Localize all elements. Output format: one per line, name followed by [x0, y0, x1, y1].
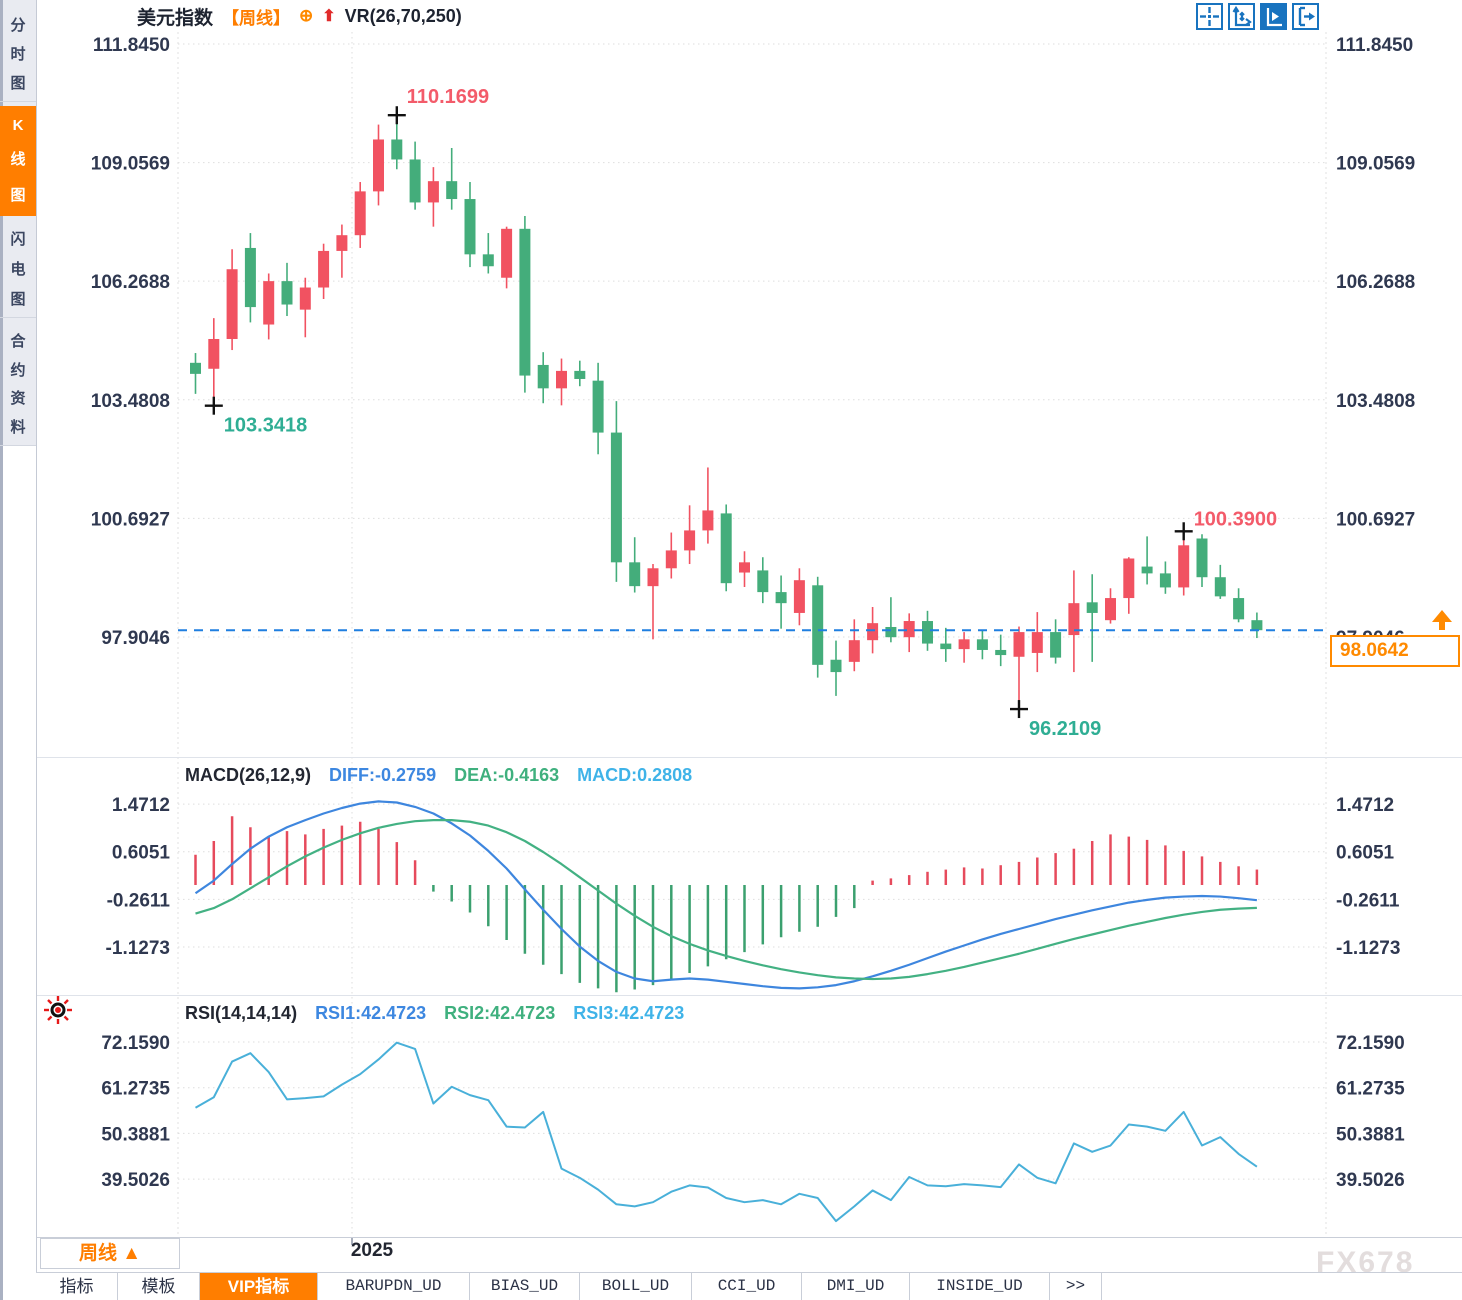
bottom-tab-9[interactable]: INSIDE_UD [910, 1273, 1050, 1300]
main-grid: 111.8450 111.8450 109.0569 109.0569 106.2688… [91, 32, 1415, 1236]
x-axis-year-label: 2025 [350, 1240, 394, 1261]
sidebar-tab-char: 合 [10, 332, 26, 350]
chart-header: 美元指数 【周线】 ⊕ ⬆ VR(26,70,250) [137, 4, 462, 29]
rsi1-value: RSI1:42.4723 [315, 1002, 427, 1023]
alert-blink-icon[interactable] [42, 994, 74, 1026]
sidebar-tab-char: 资 [10, 390, 26, 408]
symbol-title: 美元指数 [137, 7, 214, 29]
svg-text:0.6051: 0.6051 [1336, 843, 1395, 864]
bottom-tab-2[interactable]: 模板 [118, 1273, 200, 1300]
period-button-label: 周线 [78, 1243, 117, 1264]
svg-text:-1.1273: -1.1273 [1336, 938, 1400, 959]
bottom-tab-3[interactable]: VIP指标 [200, 1273, 318, 1300]
bottom-tab-4[interactable]: BARUPDN_UD [318, 1273, 470, 1300]
bottom-tab-6[interactable]: BOLL_UD [580, 1273, 692, 1300]
svg-text:100.6927: 100.6927 [1336, 509, 1415, 530]
svg-text:39.5026: 39.5026 [101, 1170, 170, 1191]
bottom-tab-bar: 指标 模板 VIP指标 BARUPDN_UD BIAS_UD BOLL_UD CCI_UD D… [36, 1272, 1462, 1300]
toolbar-icons [1196, 3, 1319, 30]
svg-text:97.9046: 97.9046 [101, 628, 170, 649]
sidebar-tab-char: 图 [10, 290, 26, 308]
period-tag[interactable]: 【周线】 [222, 8, 291, 28]
sidebar-tab-1[interactable]: 分时图 [0, 6, 36, 102]
bottom-tab-5[interactable]: BIAS_UD [470, 1273, 580, 1300]
svg-text:1.4712: 1.4712 [112, 795, 170, 816]
svg-text:103.3418: 103.3418 [224, 415, 307, 437]
svg-text:106.2688: 106.2688 [91, 272, 170, 293]
circle-plus-icon[interactable]: ⊕ [299, 6, 314, 25]
svg-text:103.4808: 103.4808 [1336, 391, 1415, 412]
svg-text:61.2735: 61.2735 [1336, 1079, 1405, 1100]
svg-text:111.8450: 111.8450 [1336, 35, 1413, 56]
rsi-panel: 72.1590 72.1590 61.2735 61.2735 50.3881 50.38… [101, 1033, 1405, 1223]
sidebar-tab-4[interactable]: 合约资料 [0, 322, 36, 446]
svg-text:39.5026: 39.5026 [1336, 1170, 1405, 1191]
pane-export-icon[interactable] [1292, 3, 1319, 30]
rsi2-value: RSI2:42.4723 [444, 1002, 556, 1023]
svg-text:-0.2611: -0.2611 [1336, 890, 1400, 911]
sidebar-tab-char: 料 [10, 419, 26, 437]
trend-up-arrow-icon: ⬆ [322, 8, 336, 25]
bottom-tab-10[interactable]: >> [1050, 1273, 1102, 1300]
sidebar-background [0, 0, 36, 446]
price-annotations: 110.1699 103.3418 96.2109 100.3900 [204, 86, 1277, 740]
macd-macd-value: MACD:0.2808 [577, 764, 693, 785]
sidebar-tab-char: 线 [10, 151, 26, 169]
sidebar-tab-char: 约 [10, 361, 26, 379]
sidebar-tab-char: 时 [10, 46, 26, 63]
svg-text:96.2109: 96.2109 [1029, 718, 1101, 740]
svg-text:110.1699: 110.1699 [407, 86, 489, 108]
rsi3-value: RSI3:42.4723 [573, 1002, 685, 1023]
axis-scale-icon[interactable] [1228, 3, 1255, 30]
vr-indicator-label: VR(26,70,250) [344, 5, 462, 26]
current-price-value: 98.0642 [1340, 640, 1409, 661]
sidebar-tab-char: 图 [10, 186, 26, 204]
svg-text:109.0569: 109.0569 [91, 154, 170, 175]
svg-text:111.8450: 111.8450 [93, 35, 170, 56]
svg-text:-0.2611: -0.2611 [107, 890, 171, 911]
svg-text:100.3900: 100.3900 [1194, 508, 1277, 530]
axis-play-icon[interactable] [1260, 3, 1287, 30]
svg-text:106.2688: 106.2688 [1336, 272, 1415, 293]
svg-text:72.1590: 72.1590 [101, 1033, 170, 1054]
svg-text:50.3881: 50.3881 [1336, 1124, 1405, 1145]
macd-dea-value: DEA:-0.4163 [454, 764, 560, 785]
candlestick-series [190, 115, 1263, 710]
sidebar-tab-char: 分 [10, 17, 26, 34]
price-up-arrow-icon [1432, 610, 1452, 630]
bottom-tab-7[interactable]: CCI_UD [692, 1273, 802, 1300]
macd-diff-value: DIFF:-0.2759 [329, 764, 437, 785]
svg-text:50.3881: 50.3881 [101, 1124, 170, 1145]
macd-header: MACD(26,12,9) DIFF:-0.2759 DEA:-0.4163 M… [185, 763, 692, 787]
rsi-header: RSI(14,14,14) RSI1:42.4723 RSI2:42.4723 … [185, 1001, 684, 1025]
macd-title: MACD(26,12,9) [185, 764, 312, 785]
svg-text:72.1590: 72.1590 [1336, 1033, 1405, 1054]
sidebar-tab-char: 图 [10, 75, 26, 92]
rsi-title: RSI(14,14,14) [185, 1002, 298, 1023]
move-crosshair-icon[interactable] [1196, 3, 1223, 30]
sidebar-tab-3[interactable]: 闪电图 [0, 220, 36, 318]
svg-text:109.0569: 109.0569 [1336, 154, 1415, 175]
period-button[interactable]: 周线 ▲ [40, 1238, 180, 1269]
sidebar-tab-char: K [12, 117, 24, 135]
bottom-tab-1[interactable]: 指标 [36, 1273, 118, 1300]
bottom-tab-8[interactable]: DMI_UD [802, 1273, 910, 1300]
macd-panel: 1.4712 1.4712 0.6051 0.6051 -0.2611 -0.2611 -1… [106, 795, 1400, 993]
svg-text:100.6927: 100.6927 [91, 509, 170, 530]
svg-text:1.4712: 1.4712 [1336, 795, 1394, 816]
period-up-triangle-icon: ▲ [122, 1243, 142, 1264]
svg-text:61.2735: 61.2735 [101, 1079, 170, 1100]
sidebar-tab-char: 电 [10, 260, 26, 278]
current-price-tag: 98.0642 [1330, 635, 1460, 667]
sidebar-tab-char: 闪 [10, 231, 26, 249]
sidebar-strip [0, 0, 3, 1300]
svg-text:-1.1273: -1.1273 [106, 938, 170, 959]
svg-text:0.6051: 0.6051 [112, 843, 171, 864]
svg-text:103.4808: 103.4808 [91, 391, 170, 412]
